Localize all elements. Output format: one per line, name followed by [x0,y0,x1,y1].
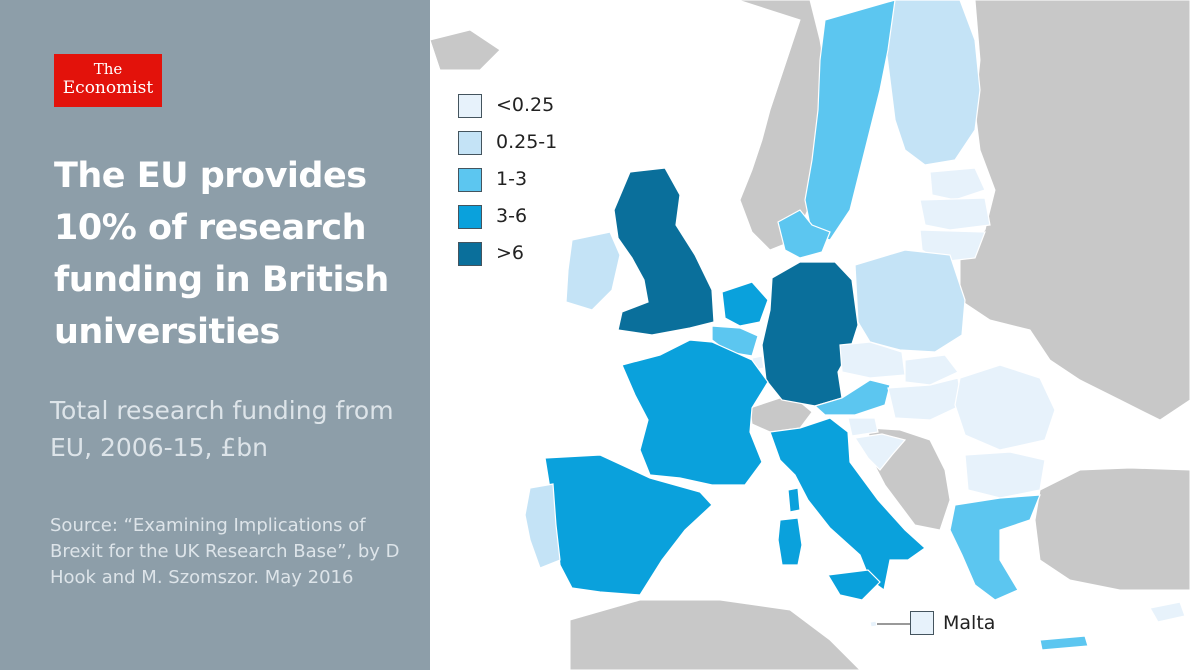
country-sweden [804,0,896,241]
chart-subtitle: Total research funding from EU, 2006-15,… [50,396,394,462]
country-croatia [853,433,907,471]
country-portugal [524,483,561,569]
legend-item-lt-0-25: <0.25 [458,92,598,129]
legend-item-gt-6: >6 [458,240,598,277]
country-france-corsica [787,487,801,513]
country-slovakia [904,354,959,386]
country-austria [813,379,891,416]
country-germany [761,261,859,407]
legend-swatch-lt-0-25 [458,94,482,118]
country-spain [544,454,713,596]
legend-swatch-1-3 [458,168,482,192]
legend-swatch-0-25-1 [458,131,482,155]
country-bulgaria [964,451,1046,499]
country-finland [884,0,981,166]
country-italy [769,417,926,592]
country-cyprus [1149,601,1186,623]
legend-item-1-3: 1-3 [458,166,598,203]
logo-line-2: Economist [62,78,154,98]
country-italy-sardinia [777,517,803,566]
country-slovenia [847,417,879,437]
eu-countries [524,0,1186,651]
chart-source: Source: “Examining Implications of Brexi… [50,515,400,588]
legend-label-3-6: 3-6 [496,205,528,227]
legend-label-gt-6: >6 [496,242,525,264]
country-denmark [777,209,831,259]
chart-title: The EU provides 10% of research funding … [54,156,389,352]
malta-swatch [910,611,934,635]
country-uk [613,167,715,336]
country-italy-sicily [827,569,881,601]
legend-label-1-3: 1-3 [496,168,528,190]
country-iceland [430,29,501,71]
map-legend: <0.25 0.25-1 1-3 3-6 >6 [458,92,598,277]
map-svg [430,0,1190,670]
legend-item-0-25-1: 0.25-1 [458,129,598,166]
malta-label: Malta [943,612,996,634]
country-latvia [919,197,991,231]
country-greece [949,494,1041,601]
country-estonia [929,167,986,201]
country-malta [869,620,878,628]
logo-line-1: The [93,60,123,78]
country-netherlands [721,281,769,327]
country-turkey [1034,467,1190,591]
legend-swatch-gt-6 [458,242,482,266]
legend-label-0-25-1: 0.25-1 [496,131,558,153]
country-poland [854,249,966,353]
economist-logo: The Economist [54,54,162,107]
malta-callout: Malta [910,610,1020,640]
country-romania [954,364,1056,451]
side-panel: The Economist The EU provides 10% of res… [0,0,430,670]
country-france [621,339,769,486]
country-russia-east [959,0,1190,421]
legend-item-3-6: 3-6 [458,203,598,240]
europe-map [430,0,1190,670]
country-ireland [565,231,621,311]
country-north-africa [569,599,861,670]
legend-label-lt-0-25: <0.25 [496,94,555,116]
country-greece-crete [1039,635,1089,651]
legend-swatch-3-6 [458,205,482,229]
